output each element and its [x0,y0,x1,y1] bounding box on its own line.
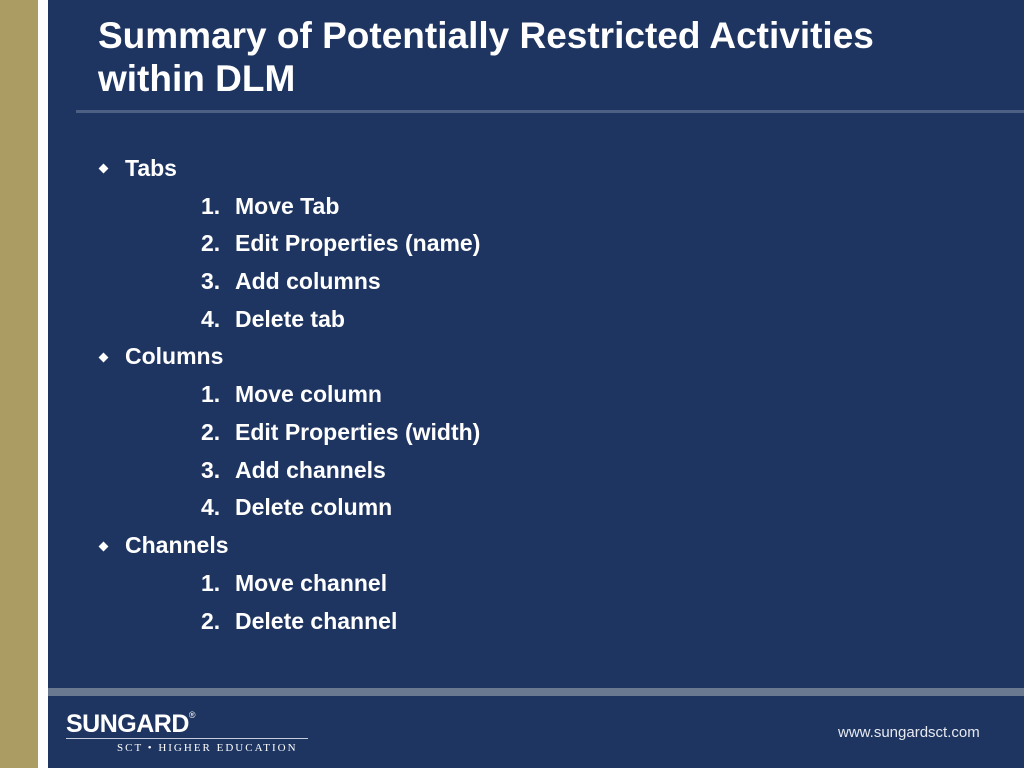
logo-underline [66,738,308,739]
section-heading-channels: Channels [125,532,229,558]
list-item-number: 2. [201,608,221,634]
list-item-text: Delete column [235,494,393,520]
list-item: 4. Delete tab [201,305,345,333]
diamond-bullet-icon [98,352,109,363]
list-item: 3. Add channels [201,456,386,484]
list-item-number: 4. [201,306,221,332]
slide-title-line2: within DLM [98,58,296,99]
list-item-text: Delete channel [235,608,398,634]
list-item: 4. Delete column [201,493,392,521]
tab-notch-decoration [38,95,48,119]
list-item-number: 1. [201,193,221,219]
list-item-number: 3. [201,457,221,483]
sungard-logo: SUNGARD® [66,710,196,739]
slide-title-line1: Summary of Potentially Restricted Activi… [98,15,874,56]
gold-accent-bar [0,0,38,768]
list-item-text: Edit Properties (name) [235,230,481,256]
list-item-text: Move Tab [235,193,340,219]
diamond-bullet-icon [98,163,109,174]
list-item-text: Edit Properties (width) [235,419,481,445]
list-item: 2. Delete channel [201,607,397,635]
list-item: 3. Add columns [201,267,381,295]
section-heading-columns: Columns [125,343,224,369]
list-item: 2. Edit Properties (width) [201,418,480,446]
list-item-text: Add channels [235,457,386,483]
title-divider [76,110,1024,113]
list-item-number: 1. [201,381,221,407]
list-item: 1. Move column [201,380,382,408]
list-item: 1. Move channel [201,569,387,597]
list-item-number: 3. [201,268,221,294]
registered-mark: ® [188,710,196,720]
list-item-number: 2. [201,230,221,256]
list-item-number: 4. [201,494,221,520]
diamond-bullet-icon [98,541,109,552]
slide-title: Summary of Potentially Restricted Activi… [98,14,998,100]
list-item-text: Add columns [235,268,381,294]
list-item: 1. Move Tab [201,192,339,220]
logo-tagline: SCT • HIGHER EDUCATION [117,742,298,754]
footer-divider-bar [48,688,1024,696]
footer-url: www.sungardsct.com [838,724,980,741]
section-heading-tabs: Tabs [125,155,177,181]
list-item: 2. Edit Properties (name) [201,229,480,257]
list-item-text: Move channel [235,570,388,596]
logo-text: SUNGARD [66,710,189,738]
list-item-text: Move column [235,381,382,407]
list-item-number: 1. [201,570,221,596]
list-item-number: 2. [201,419,221,445]
list-item-text: Delete tab [235,306,345,332]
